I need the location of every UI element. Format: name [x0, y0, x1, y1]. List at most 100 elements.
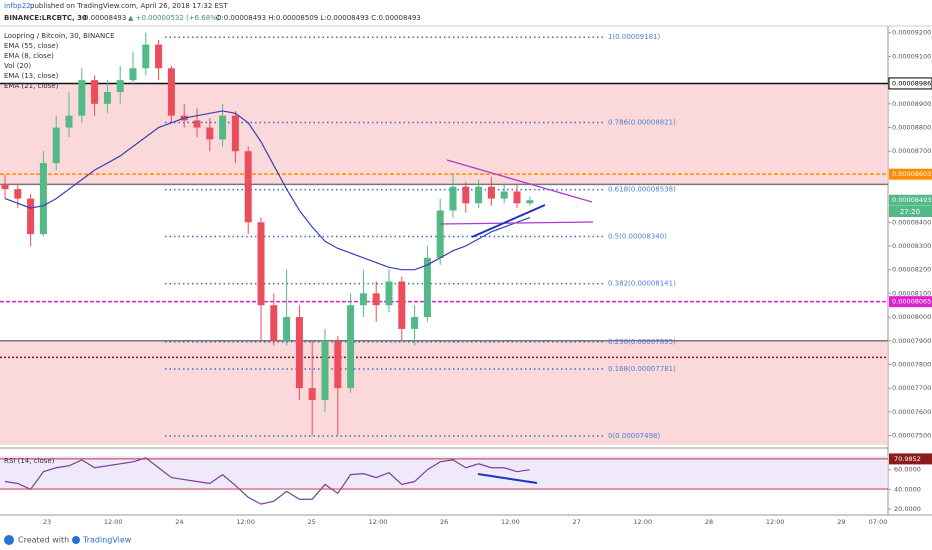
y-tick-label: 0.00008300 — [892, 242, 931, 250]
candle-body — [39, 163, 47, 235]
countdown-tag — [889, 206, 932, 217]
candle-body — [65, 115, 73, 128]
candle-body — [78, 80, 86, 116]
x-tick-label: 12:00 — [766, 518, 785, 526]
candle-body — [270, 305, 278, 341]
logo — [4, 535, 14, 545]
logo — [72, 536, 80, 544]
x-tick-label: 23 — [43, 518, 51, 526]
y-tick-label: 0.00008100 — [892, 289, 931, 297]
footer-brand[interactable]: TradingView — [82, 536, 132, 545]
fib-label: 0.618(0.00008538) — [608, 186, 676, 194]
symbol: BINANCE:LRCBTC, 30 — [4, 14, 87, 22]
y-tick-label: 0.00008800 — [892, 124, 931, 132]
ohlc: O:0.00008493 H:0.00008509 L:0.00008493 C… — [216, 14, 421, 22]
x-tick-label: 12:00 — [104, 518, 123, 526]
candle-body — [142, 44, 150, 69]
candle-body — [411, 317, 419, 329]
fib-label: 0.236(0.00007895) — [608, 338, 676, 346]
fib-label: 0.168(0.00007781) — [608, 365, 676, 373]
candle-body — [334, 340, 342, 389]
y-tick-label: 0.00007600 — [892, 408, 931, 416]
candle-body — [475, 186, 483, 204]
candle-body — [52, 127, 60, 164]
legend-item: EMA (55, close) — [4, 42, 59, 50]
price-tag-label: 0.00008603 — [892, 170, 931, 178]
candle-body — [283, 317, 291, 341]
change: ▲ +0.00000532 (+6.68%) — [128, 14, 220, 22]
legend-item: EMA (8, close) — [4, 52, 54, 60]
candle-body — [27, 198, 35, 235]
candle-body — [167, 68, 175, 116]
fib-label: 0.382(0.00008141) — [608, 280, 676, 288]
y-tick-label: 0.00008400 — [892, 218, 931, 226]
fib-label: 0.5(0.00008340) — [608, 233, 667, 241]
y-tick-label: 0.00007900 — [892, 337, 931, 345]
x-tick-label: 12:00 — [501, 518, 520, 526]
price-tag — [889, 194, 932, 206]
candle-body — [423, 257, 431, 318]
candle-body — [231, 115, 239, 152]
candle-body — [347, 305, 355, 389]
price-tag — [889, 296, 932, 308]
author[interactable]: infbp22 — [4, 2, 31, 10]
price-tag-label: 0.00008065 — [892, 298, 931, 306]
trendline — [471, 204, 546, 238]
candle-body — [462, 186, 470, 204]
rsi-trendline — [477, 473, 538, 484]
candle-body — [155, 44, 163, 69]
x-tick-label: 07:00 — [869, 518, 888, 526]
y-tick-label: 0.00007500 — [892, 432, 931, 440]
rsi-tick-label: 60.0000 — [894, 466, 921, 474]
x-tick-label: 29 — [837, 518, 845, 526]
fib-label: 0(0.00007498) — [608, 432, 660, 440]
candle-body — [359, 293, 367, 306]
y-tick-label: 0.00008000 — [892, 313, 931, 321]
legend-item: EMA (21, close) — [4, 82, 59, 90]
footer-created: Created with — [18, 536, 69, 545]
candle-body — [385, 281, 393, 306]
candle-body — [103, 91, 111, 104]
candle-body — [91, 80, 99, 104]
candle-body — [129, 68, 137, 81]
candle-body — [257, 222, 265, 306]
x-tick-label: 28 — [705, 518, 713, 526]
rsi-tick-label: 20.0000 — [894, 505, 921, 513]
candle-body — [14, 189, 22, 199]
candle-body — [116, 80, 124, 92]
rsi-legend: RSI (14, close) — [4, 457, 55, 465]
last-price: 0.00008493 — [84, 14, 126, 22]
published: published on TradingView.com, April 26, … — [30, 2, 228, 10]
y-tick-label: 0.00009200 — [892, 29, 931, 37]
y-tick-label: 0.00009100 — [892, 52, 931, 60]
candle-body — [206, 127, 214, 140]
legend-title: Loopring / Bitcoin, 30, BINANCE — [4, 32, 115, 40]
candle-body — [308, 388, 316, 400]
y-tick-label: 0.00008200 — [892, 266, 931, 274]
candle-body — [398, 281, 406, 329]
candle-body — [526, 200, 534, 204]
zone — [0, 340, 888, 445]
candle-body — [244, 151, 252, 223]
countdown: 27:20 — [900, 208, 920, 216]
price-tag — [888, 77, 932, 90]
x-tick-label: 25 — [308, 518, 316, 526]
x-tick-label: 27 — [572, 518, 580, 526]
candle-body — [449, 186, 457, 211]
x-tick-label: 12:00 — [369, 518, 388, 526]
candle-body — [513, 191, 521, 204]
y-tick-label: 0.00008900 — [892, 100, 931, 108]
trendline — [446, 159, 593, 203]
price-tag-label: 0.00008986 — [892, 79, 931, 87]
candle-body — [321, 340, 329, 400]
zone — [0, 83, 888, 185]
trendline — [439, 221, 594, 225]
price-tag — [889, 168, 932, 180]
candle-body — [372, 293, 380, 306]
ema-line — [4, 110, 531, 271]
x-tick-label: 24 — [175, 518, 183, 526]
candle-body — [295, 317, 303, 389]
candle-body — [487, 186, 495, 199]
rsi-tag-label: 70.9852 — [894, 455, 921, 463]
